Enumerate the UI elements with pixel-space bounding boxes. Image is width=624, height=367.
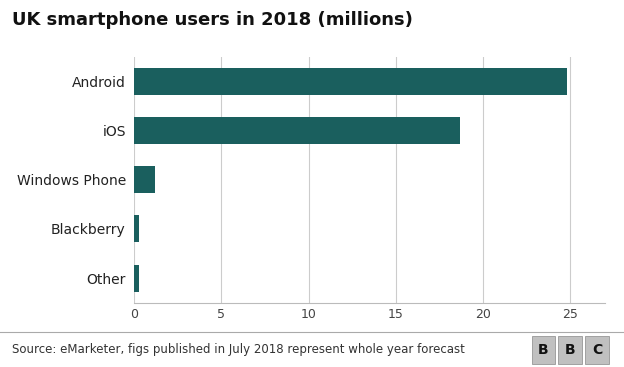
FancyBboxPatch shape [532,335,555,363]
Bar [134,265,139,292]
Text: UK smartphone users in 2018 (millions): UK smartphone users in 2018 (millions) [12,11,413,29]
Bar [134,166,155,193]
FancyBboxPatch shape [585,335,609,363]
Text: B: B [565,342,576,357]
FancyBboxPatch shape [558,335,582,363]
Text: C: C [592,342,602,357]
Bar [134,117,461,144]
Bar [134,68,567,95]
Text: B: B [538,342,549,357]
Bar [134,215,139,243]
Text: Source: eMarketer, figs published in July 2018 represent whole year forecast: Source: eMarketer, figs published in Jul… [12,343,466,356]
